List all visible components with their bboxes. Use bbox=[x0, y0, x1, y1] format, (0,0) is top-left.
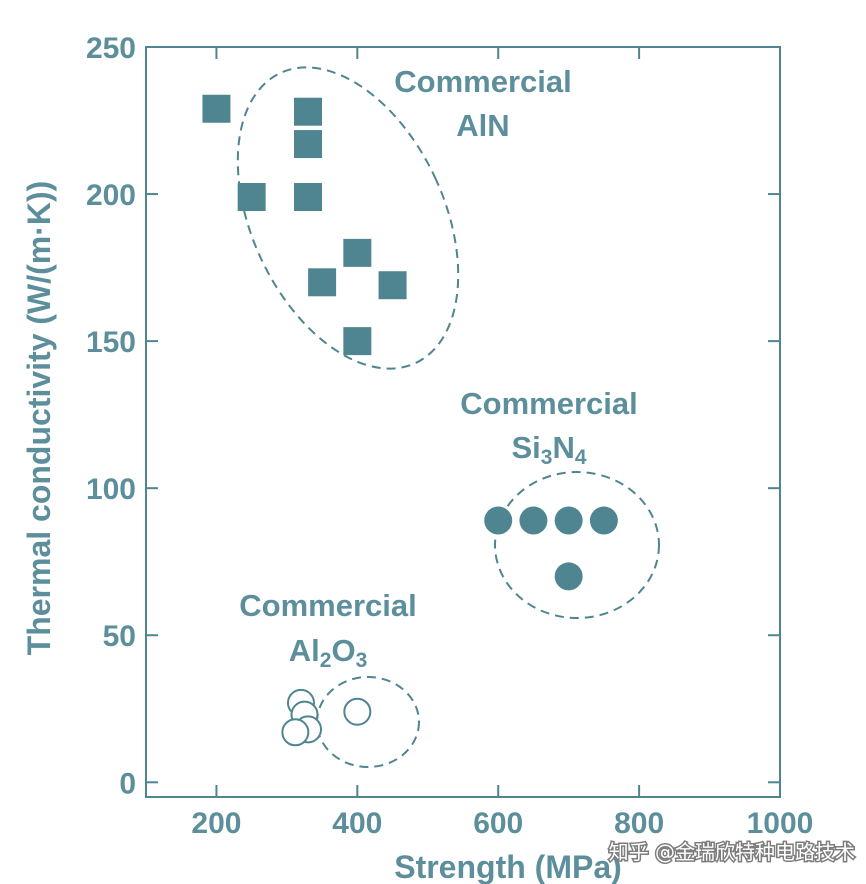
x-tick-label-400: 400 bbox=[332, 807, 382, 840]
point-series2-4 bbox=[343, 697, 372, 726]
point-series0-2 bbox=[294, 130, 323, 159]
si3n4-label-line2: Si3N4 bbox=[511, 430, 586, 469]
point-series0-4 bbox=[294, 183, 323, 211]
point-series0-6 bbox=[308, 268, 337, 297]
data-points bbox=[202, 94, 618, 747]
x-tick-label-200: 200 bbox=[191, 807, 241, 840]
point-series1-3 bbox=[589, 506, 618, 535]
al2o3-sub-2: 2 bbox=[320, 649, 332, 672]
point-series1-1 bbox=[519, 506, 548, 535]
al2o3-label-line1: Commercial bbox=[239, 588, 416, 623]
al2o3-sub-3: 3 bbox=[356, 649, 368, 672]
si3n4-sub-3: 3 bbox=[541, 446, 553, 469]
y-tick-label-200: 200 bbox=[86, 179, 136, 212]
y-tick-label-50: 50 bbox=[103, 620, 136, 653]
point-series1-4 bbox=[554, 562, 583, 591]
si3n4-sub-4: 4 bbox=[575, 446, 587, 469]
watermark-text: 知乎 @金瑞欣特种电路技术 bbox=[609, 840, 855, 864]
plot-frame bbox=[145, 46, 781, 798]
point-series0-1 bbox=[294, 97, 323, 126]
al2o3-o: O bbox=[331, 633, 355, 668]
x-axis-ticks: 200 400 600 800 1000 bbox=[191, 47, 813, 840]
si3n4-si: Si bbox=[511, 430, 540, 465]
y-tick-label-0: 0 bbox=[119, 767, 136, 800]
point-series1-2 bbox=[554, 506, 583, 535]
x-tick-label-1000: 1000 bbox=[747, 807, 814, 840]
aln-label-line1: Commercial bbox=[394, 64, 571, 99]
al2o3-ellipse bbox=[316, 676, 420, 768]
y-tick-label-250: 250 bbox=[86, 32, 136, 65]
x-tick-label-800: 800 bbox=[614, 807, 664, 840]
si3n4-ellipse bbox=[494, 471, 660, 619]
x-tick-label-600: 600 bbox=[473, 807, 523, 840]
al2o3-label-line2: Al2O3 bbox=[289, 633, 368, 672]
x-axis-title: Strength (MPa) bbox=[394, 849, 622, 884]
y-axis-ticks: 0 50 100 150 200 250 bbox=[86, 32, 780, 800]
aln-ellipse bbox=[236, 66, 460, 370]
point-series0-3 bbox=[237, 183, 266, 211]
al2o3-al: Al bbox=[289, 633, 320, 668]
y-tick-label-150: 150 bbox=[86, 326, 136, 359]
aln-label-line2: AlN bbox=[456, 108, 509, 143]
point-series2-3 bbox=[281, 718, 310, 747]
y-tick-label-100: 100 bbox=[86, 473, 136, 506]
point-series0-7 bbox=[378, 271, 407, 300]
si3n4-n: N bbox=[552, 430, 574, 465]
watermark: 知乎 @金瑞欣特种电路技术 bbox=[607, 839, 856, 866]
y-axis-title: Thermal conductivity (W/(m·K)) bbox=[21, 181, 57, 656]
point-series0-5 bbox=[343, 238, 372, 267]
si3n4-label-line1: Commercial bbox=[460, 386, 637, 421]
point-series0-8 bbox=[343, 327, 372, 356]
point-series0-0 bbox=[202, 94, 231, 123]
point-series1-0 bbox=[484, 506, 513, 535]
